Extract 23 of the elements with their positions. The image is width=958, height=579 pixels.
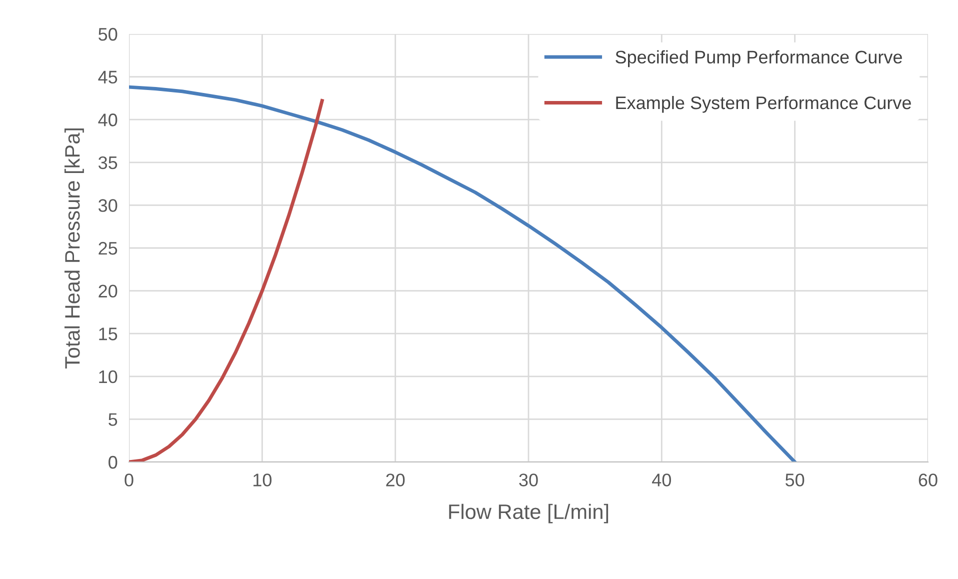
x-tick-label: 50 bbox=[786, 474, 804, 486]
x-tick-label: 40 bbox=[652, 474, 672, 486]
y-tick-label: 45 bbox=[98, 70, 118, 84]
line-series bbox=[129, 99, 324, 462]
legend-label: Example System Performance Curve bbox=[616, 96, 911, 113]
x-axis-title: Flow Rate [L/min] bbox=[449, 504, 608, 524]
x-tick-label: 0 bbox=[124, 474, 134, 486]
y-tick-label: 0 bbox=[108, 456, 118, 469]
y-tick-label: 5 bbox=[108, 413, 118, 426]
x-tick-label: 20 bbox=[386, 474, 405, 486]
y-tick-label: 10 bbox=[99, 370, 118, 384]
y-tick-label: 50 bbox=[98, 28, 118, 41]
y-tick-label: 25 bbox=[98, 242, 118, 255]
y-tick-label: 30 bbox=[98, 199, 118, 212]
y-tick-label: 35 bbox=[98, 156, 118, 170]
x-tick-label: 10 bbox=[254, 474, 272, 486]
y-tick-label: 40 bbox=[98, 114, 118, 126]
legend-label: Specified Pump Performance Curve bbox=[616, 50, 902, 68]
x-tick-label: 30 bbox=[519, 474, 538, 486]
y-tick-label: 15 bbox=[99, 328, 118, 340]
x-tick-label: 60 bbox=[918, 474, 938, 486]
y-axis-title: Total Head Pressure [kPa] bbox=[64, 128, 84, 369]
y-tick-label: 20 bbox=[98, 284, 118, 298]
